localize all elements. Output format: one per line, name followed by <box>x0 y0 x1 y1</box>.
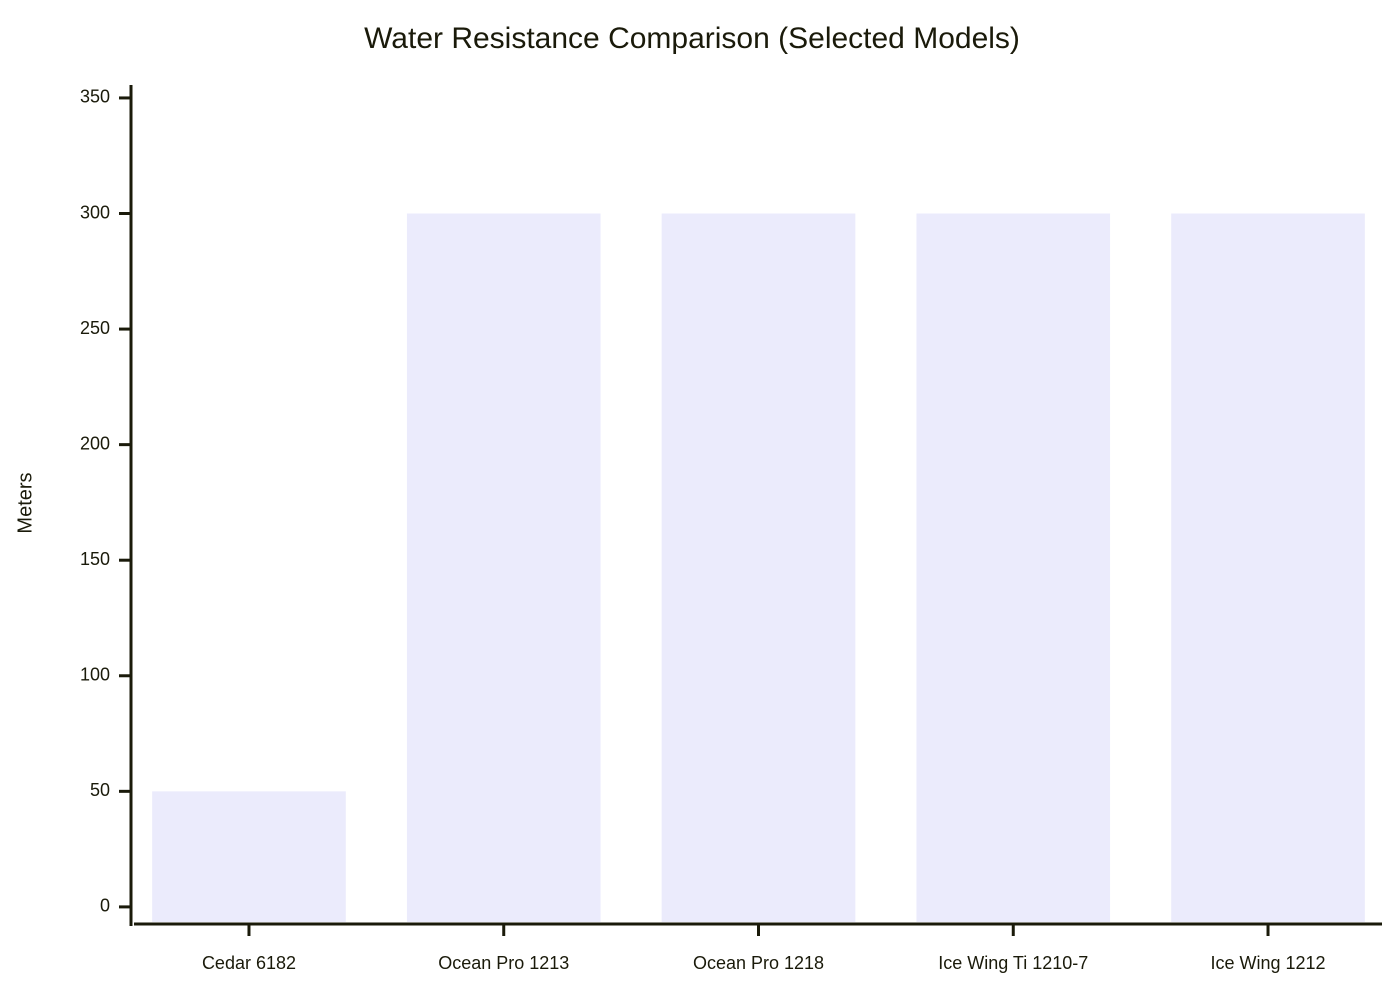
bar <box>916 213 1111 922</box>
y-tick-label: 300 <box>80 202 110 222</box>
bar <box>661 213 856 922</box>
bar <box>152 791 346 922</box>
x-tick-label: Ice Wing 1212 <box>1210 953 1325 973</box>
y-tick-label: 100 <box>80 665 110 685</box>
y-tick-label: 50 <box>90 780 110 800</box>
y-tick-label: 0 <box>100 896 110 916</box>
y-tick-label: 200 <box>80 433 110 453</box>
x-tick-label: Ocean Pro 1218 <box>693 953 824 973</box>
y-tick-label: 150 <box>80 549 110 569</box>
x-tick-label: Ice Wing Ti 1210-7 <box>938 953 1088 973</box>
y-tick-label: 350 <box>80 87 110 107</box>
bar <box>1171 213 1365 922</box>
chart-title: Water Resistance Comparison (Selected Mo… <box>364 22 1020 55</box>
x-tick-label: Ocean Pro 1213 <box>438 953 569 973</box>
y-tick-label: 250 <box>80 318 110 338</box>
y-axis-label: Meters <box>14 472 36 533</box>
x-tick-label: Cedar 6182 <box>202 953 296 973</box>
bar <box>406 213 601 922</box>
